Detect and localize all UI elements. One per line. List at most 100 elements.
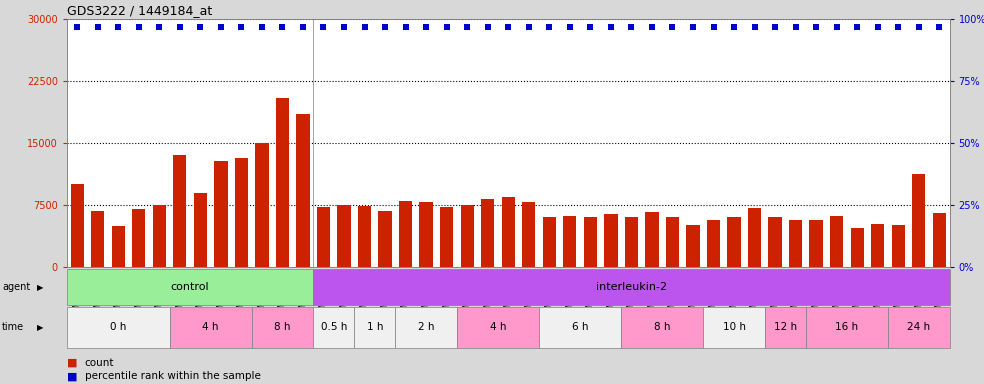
Bar	[399, 201, 412, 267]
Text: time: time	[2, 322, 24, 333]
Bar	[748, 208, 762, 267]
Text: 6 h: 6 h	[572, 322, 588, 333]
Point	[747, 23, 763, 30]
Bar	[457, 307, 539, 348]
Bar	[666, 217, 679, 267]
Point	[460, 23, 475, 30]
Bar	[358, 206, 371, 267]
Text: 0.5 h: 0.5 h	[321, 322, 347, 333]
Bar	[71, 184, 84, 267]
Bar	[563, 216, 577, 267]
Bar	[888, 307, 950, 348]
Text: 4 h: 4 h	[203, 322, 218, 333]
Bar	[173, 156, 187, 267]
Bar	[132, 209, 146, 267]
Bar	[604, 214, 618, 267]
Point	[337, 23, 352, 30]
Bar	[252, 307, 313, 348]
Point	[645, 23, 660, 30]
Bar	[871, 224, 885, 267]
Bar	[92, 211, 104, 267]
Bar	[379, 211, 392, 267]
Bar	[523, 202, 535, 267]
Point	[110, 23, 126, 30]
Text: 12 h: 12 h	[773, 322, 797, 333]
Bar	[621, 307, 704, 348]
Point	[788, 23, 804, 30]
Text: 10 h: 10 h	[722, 322, 746, 333]
Bar	[296, 114, 310, 267]
Point	[849, 23, 865, 30]
Text: ▶: ▶	[37, 283, 44, 291]
Bar	[686, 225, 700, 267]
Point	[891, 23, 906, 30]
Point	[562, 23, 578, 30]
Bar	[933, 213, 946, 267]
Text: 1 h: 1 h	[367, 322, 383, 333]
Point	[808, 23, 824, 30]
Point	[664, 23, 680, 30]
Bar	[111, 226, 125, 267]
Point	[131, 23, 147, 30]
Bar	[502, 197, 515, 267]
Text: control: control	[171, 282, 210, 292]
Bar	[707, 220, 720, 267]
Point	[213, 23, 228, 30]
Text: ■: ■	[67, 358, 78, 368]
Point	[254, 23, 270, 30]
Bar	[255, 143, 269, 267]
Point	[377, 23, 393, 30]
Bar	[354, 307, 396, 348]
Text: 16 h: 16 h	[835, 322, 858, 333]
Text: agent: agent	[2, 282, 31, 292]
Bar	[769, 217, 781, 267]
Bar	[276, 98, 289, 267]
Text: ■: ■	[67, 371, 78, 381]
Bar	[912, 174, 925, 267]
Point	[439, 23, 455, 30]
Point	[275, 23, 290, 30]
Text: ▶: ▶	[37, 323, 44, 332]
Text: interleukin-2: interleukin-2	[596, 282, 667, 292]
Point	[603, 23, 619, 30]
Point	[521, 23, 536, 30]
Bar	[789, 220, 802, 267]
Point	[418, 23, 434, 30]
Point	[152, 23, 167, 30]
Point	[398, 23, 413, 30]
Bar	[481, 199, 494, 267]
Bar	[317, 207, 331, 267]
Text: 0 h: 0 h	[110, 322, 126, 333]
Bar	[704, 307, 765, 348]
Point	[233, 23, 249, 30]
Point	[768, 23, 783, 30]
Bar	[67, 269, 313, 305]
Point	[624, 23, 640, 30]
Bar	[67, 307, 169, 348]
Point	[911, 23, 927, 30]
Bar	[440, 207, 454, 267]
Bar	[850, 228, 864, 267]
Bar	[313, 269, 950, 305]
Bar	[169, 307, 252, 348]
Text: GDS3222 / 1449184_at: GDS3222 / 1449184_at	[67, 3, 213, 17]
Text: percentile rank within the sample: percentile rank within the sample	[85, 371, 261, 381]
Text: 8 h: 8 h	[275, 322, 290, 333]
Bar	[810, 220, 823, 267]
Point	[69, 23, 85, 30]
Bar	[461, 205, 474, 267]
Point	[193, 23, 209, 30]
Point	[932, 23, 948, 30]
Bar	[235, 158, 248, 267]
Point	[583, 23, 598, 30]
Text: 8 h: 8 h	[654, 322, 670, 333]
Point	[316, 23, 332, 30]
Bar	[727, 217, 741, 267]
Text: count: count	[85, 358, 114, 368]
Point	[870, 23, 886, 30]
Bar	[338, 205, 350, 267]
Point	[90, 23, 105, 30]
Point	[356, 23, 372, 30]
Bar	[194, 193, 207, 267]
Point	[480, 23, 496, 30]
